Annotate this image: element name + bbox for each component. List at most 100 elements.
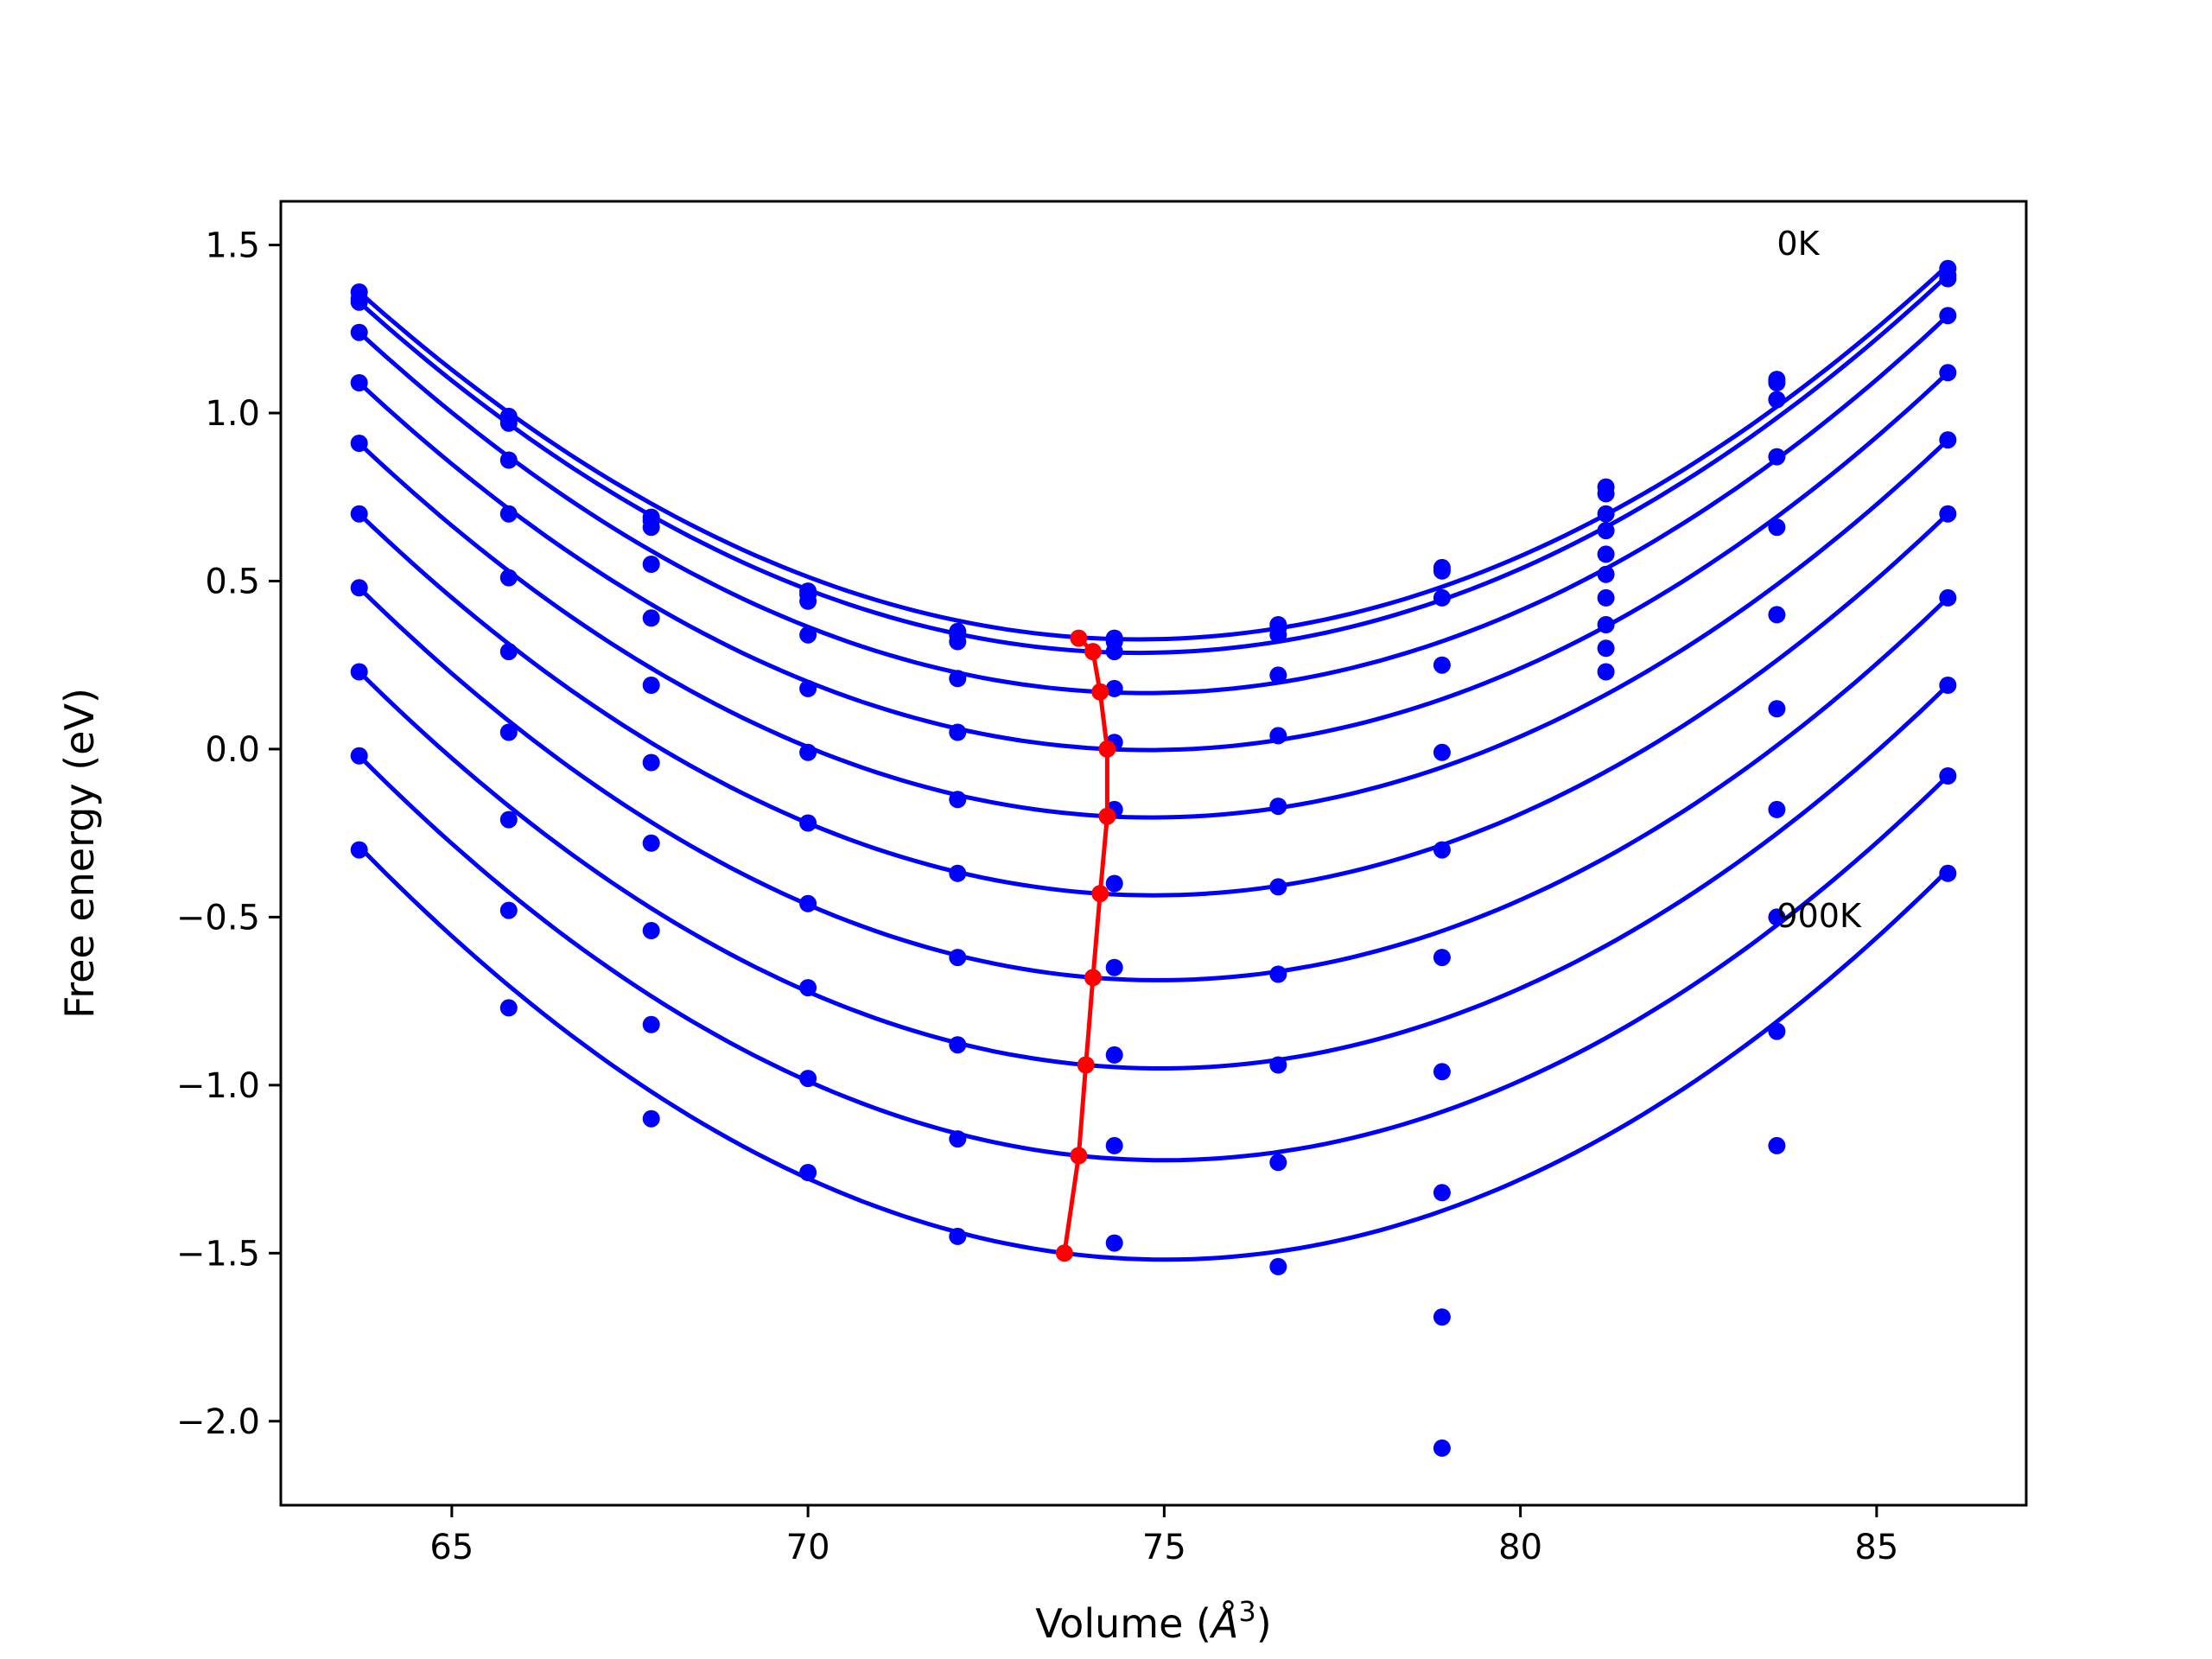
data-point-7-8	[1597, 616, 1615, 633]
data-point-8-7	[1433, 1184, 1451, 1202]
data-point-4-3	[799, 679, 817, 697]
data-point-5-8	[1597, 565, 1615, 583]
x-axis-label-prefix: Volume (	[1035, 1600, 1211, 1647]
data-point-6-0	[350, 505, 368, 523]
data-point-4-10	[1939, 364, 1957, 382]
annotations: 0K 900K	[1777, 225, 1862, 935]
data-point-5-9	[1768, 606, 1786, 624]
data-point-7-6	[1269, 965, 1287, 983]
data-point-2-2	[642, 518, 660, 537]
data-point-2-10	[1939, 270, 1957, 288]
data-point-9-10	[1939, 767, 1957, 785]
annotation-0: 0K	[1777, 225, 1820, 263]
fit-curve-2	[358, 314, 1950, 696]
fit-curves	[357, 264, 1950, 1262]
data-point-2-4	[949, 632, 967, 651]
minima-point-7	[1077, 1056, 1095, 1074]
data-point-4-0	[350, 374, 368, 391]
data-point-3-3	[799, 626, 817, 644]
data-point-6-5	[1105, 874, 1123, 893]
data-point-10-1	[499, 999, 518, 1017]
minima-point-0	[1070, 629, 1088, 647]
data-point-2-5	[1105, 643, 1123, 661]
minima-point-9	[1055, 1244, 1073, 1262]
data-point-2-8	[1597, 505, 1615, 523]
y-tick-label: 1.0	[205, 394, 260, 434]
data-point-9-5	[1105, 1136, 1123, 1154]
y-tick-label: 0.0	[205, 730, 260, 770]
data-point-9-3	[799, 1070, 817, 1088]
y-axis-ticks: −2.0 −1.5 −1.0 −0.5 0.0 0.5 1.0 1.5	[176, 226, 281, 1442]
data-point-9-8	[1597, 663, 1615, 681]
data-point-3-6	[1269, 666, 1287, 684]
data-point-7-1	[499, 723, 518, 741]
x-axis-label: Volume (Å3)	[1035, 1595, 1271, 1647]
x-tick-label: 75	[1142, 1528, 1186, 1567]
data-point-4-6	[1269, 727, 1287, 745]
data-point-4-8	[1597, 545, 1615, 563]
data-point-4-2	[642, 609, 660, 627]
data-point-5-0	[350, 435, 368, 452]
data-point-3-0	[350, 323, 368, 341]
data-point-9-7	[1433, 1308, 1451, 1326]
data-point-5-3	[799, 743, 817, 761]
fit-curve-3	[357, 371, 1950, 753]
data-point-8-2	[642, 922, 660, 939]
data-point-3-7	[1433, 656, 1451, 674]
data-point-8-1	[499, 810, 518, 829]
minima-line	[1062, 636, 1109, 1254]
data-point-8-9	[1768, 908, 1786, 926]
x-axis-ticks: 65 70 75 80 85	[429, 1505, 1898, 1567]
data-point-2-3	[799, 592, 817, 610]
x-axis-label-symbol: Å	[1209, 1600, 1238, 1647]
data-point-7-2	[642, 834, 660, 852]
data-point-10-4	[949, 1227, 967, 1245]
data-point-1-7	[1433, 562, 1451, 580]
fit-curve-5	[357, 512, 1950, 898]
data-point-8-0	[350, 663, 368, 681]
data-point-10-5	[1105, 1234, 1123, 1252]
x-tick-label: 65	[429, 1528, 474, 1567]
data-point-9-2	[642, 1015, 660, 1033]
x-axis-label-suffix: )	[1256, 1600, 1272, 1647]
data-point-4-9	[1768, 518, 1786, 537]
data-point-1-8	[1597, 485, 1615, 503]
data-point-3-9	[1768, 448, 1786, 466]
minima-point-1	[1084, 643, 1102, 661]
y-tick-label: −0.5	[176, 898, 260, 938]
data-point-5-4	[949, 791, 967, 809]
plot-frame	[279, 200, 2028, 1507]
annotation-1: 900K	[1777, 897, 1862, 935]
data-point-5-10	[1939, 431, 1957, 449]
data-point-5-6	[1269, 798, 1287, 816]
fit-curve-8	[357, 753, 1950, 1163]
data-point-6-1	[499, 643, 518, 661]
data-point-9-4	[949, 1130, 967, 1148]
data-point-3-5	[1105, 679, 1123, 697]
data-point-8-3	[799, 979, 817, 997]
x-tick-label: 70	[786, 1528, 830, 1567]
y-tick-label: −1.5	[176, 1234, 260, 1274]
data-point-8-8	[1597, 639, 1615, 658]
data-point-5-2	[642, 677, 660, 694]
data-points	[350, 259, 1957, 1457]
minima-point-4	[1098, 807, 1116, 825]
data-point-4-4	[949, 723, 967, 741]
data-point-7-9	[1768, 800, 1786, 818]
minima-series	[1055, 629, 1116, 1262]
data-point-6-10	[1939, 505, 1957, 523]
data-point-2-7	[1433, 588, 1451, 607]
fit-curve-9	[357, 844, 1950, 1262]
data-point-9-6	[1269, 1154, 1287, 1172]
data-point-4-7	[1433, 743, 1451, 761]
minima-point-8	[1070, 1147, 1088, 1165]
data-point-10-7	[1433, 1439, 1451, 1457]
data-point-5-1	[499, 569, 518, 587]
data-point-6-3	[799, 814, 817, 832]
data-point-6-9	[1768, 700, 1786, 718]
fit-curve-4	[357, 438, 1950, 820]
y-tick-label: 1.5	[205, 226, 260, 266]
data-point-8-6	[1269, 1056, 1287, 1074]
fit-curve-7	[357, 670, 1950, 1071]
data-point-8-4	[949, 1036, 967, 1054]
